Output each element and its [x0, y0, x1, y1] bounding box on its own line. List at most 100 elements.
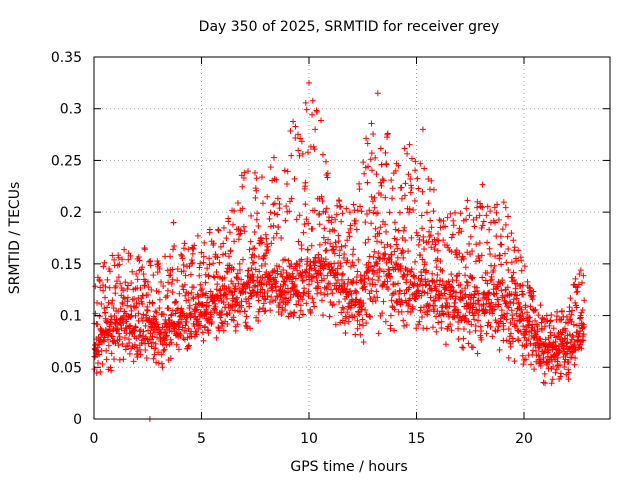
data-point: [295, 147, 302, 154]
data-point: [484, 203, 491, 210]
data-point: [351, 313, 358, 320]
data-point: [148, 286, 155, 293]
data-point: [261, 308, 268, 315]
data-point: [322, 209, 329, 216]
data-point: [482, 307, 489, 314]
data-point: [358, 208, 365, 215]
data-point: [214, 281, 221, 288]
data-point-notable: [170, 219, 177, 226]
data-point: [104, 276, 111, 283]
data-point: [557, 370, 564, 377]
data-point: [155, 360, 162, 367]
data-point: [262, 260, 269, 267]
data-point: [473, 307, 480, 314]
data-point: [185, 343, 192, 350]
data-point: [449, 231, 456, 238]
data-point: [416, 281, 423, 288]
data-point: [345, 303, 352, 310]
data-point: [578, 309, 585, 316]
data-point: [542, 336, 549, 343]
data-point: [112, 290, 119, 297]
data-point: [139, 332, 146, 339]
data-point: [188, 260, 195, 267]
data-point: [367, 156, 374, 163]
data-point: [571, 361, 578, 368]
data-point: [153, 309, 160, 316]
data-point: [305, 288, 312, 295]
data-point: [531, 307, 538, 314]
data-point: [361, 170, 368, 177]
data-point: [365, 163, 372, 170]
data-point: [485, 290, 492, 297]
data-point: [471, 316, 478, 323]
y-axis-label: SRMTID / TECUs: [7, 182, 23, 295]
data-point: [254, 283, 261, 290]
data-point: [296, 314, 303, 321]
data-point: [303, 106, 310, 113]
data-point: [469, 304, 476, 311]
data-point: [448, 283, 455, 290]
data-point: [332, 216, 339, 223]
data-point: [335, 232, 342, 239]
data-point: [383, 160, 390, 167]
data-point: [384, 131, 391, 138]
data-point: [452, 209, 459, 216]
data-point: [151, 351, 158, 358]
data-point: [154, 321, 161, 328]
data-point: [490, 267, 497, 274]
data-point: [121, 246, 128, 253]
data-point: [228, 289, 235, 296]
data-point: [353, 226, 360, 233]
data-point: [349, 259, 356, 266]
data-point: [210, 260, 217, 267]
data-point: [320, 312, 327, 319]
data-point: [338, 309, 345, 316]
data-point: [478, 328, 485, 335]
data-point: [102, 309, 109, 316]
data-point: [160, 283, 167, 290]
data-point: [95, 348, 102, 355]
data-point: [495, 323, 502, 330]
data-point: [265, 246, 272, 253]
data-point: [557, 316, 564, 323]
data-point: [293, 301, 300, 308]
data-point: [475, 317, 482, 324]
data-point: [272, 297, 279, 304]
data-point: [112, 282, 119, 289]
data-point: [378, 192, 385, 199]
data-point: [408, 268, 415, 275]
data-point: [440, 310, 447, 317]
data-point: [241, 169, 248, 176]
data-point: [239, 205, 246, 212]
data-point: [217, 314, 224, 321]
data-point: [278, 270, 285, 277]
data-point: [316, 210, 323, 217]
data-point: [331, 250, 338, 257]
data-point: [100, 338, 107, 345]
data-point: [511, 276, 518, 283]
data-point: [513, 310, 520, 317]
data-point: [462, 312, 469, 319]
data-point: [200, 302, 207, 309]
data-point: [392, 265, 399, 272]
data-point: [281, 167, 288, 174]
data-point: [433, 236, 440, 243]
data-point: [466, 309, 473, 316]
data-point: [292, 275, 299, 282]
data-point: [520, 361, 527, 368]
data-point: [231, 238, 238, 245]
data-point: [417, 160, 424, 167]
data-point: [263, 235, 270, 242]
data-point: [132, 312, 139, 319]
data-point: [337, 260, 344, 267]
data-point: [274, 268, 281, 275]
data-point: [278, 311, 285, 318]
data-point: [153, 334, 160, 341]
data-point: [473, 241, 480, 248]
data-point: [416, 318, 423, 325]
data-point: [248, 293, 255, 300]
data-point: [200, 253, 207, 260]
data-point: [362, 239, 369, 246]
data-point: [246, 246, 253, 253]
data-point: [181, 281, 188, 288]
